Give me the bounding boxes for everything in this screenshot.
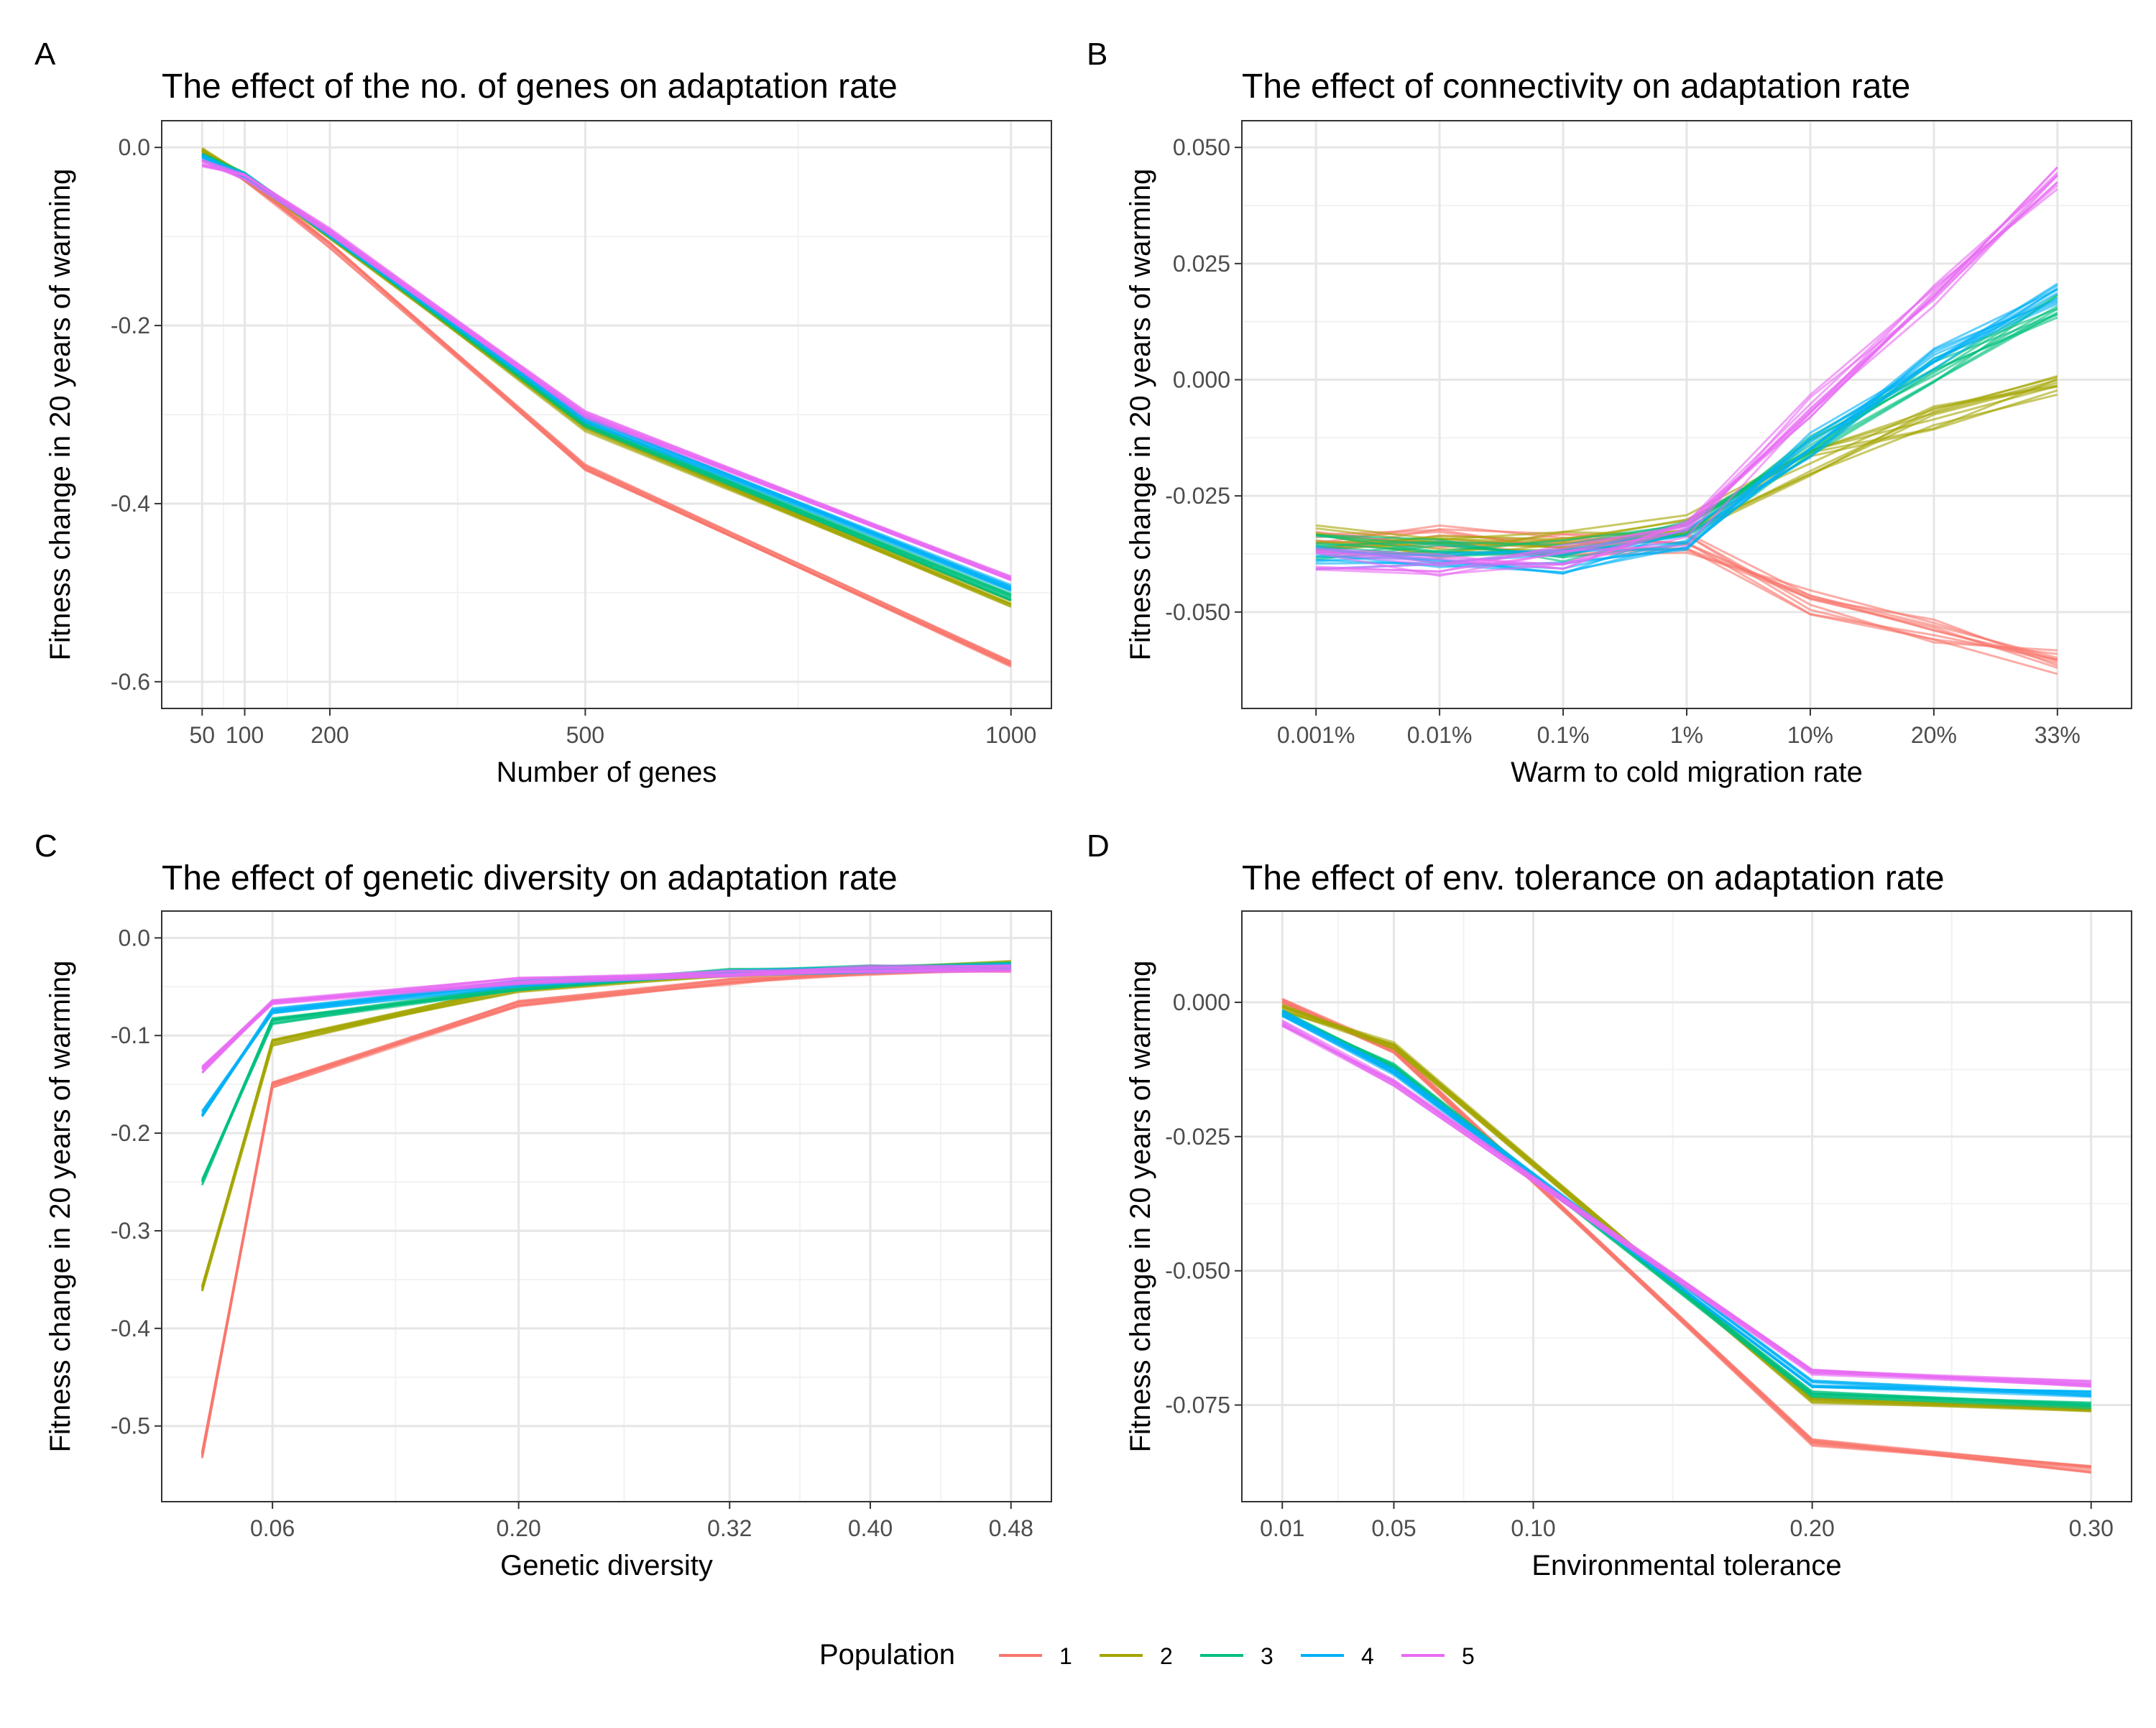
chart-title: The effect of the no. of genes on adapta… bbox=[162, 68, 898, 106]
x-tick-label: 0.10 bbox=[1511, 1515, 1555, 1541]
series-line-pop-5 bbox=[201, 160, 1012, 578]
y-tick-label: -0.2 bbox=[111, 1120, 150, 1146]
series-lines bbox=[201, 959, 1011, 1459]
x-axis-label: Number of genes bbox=[497, 757, 717, 788]
legend-item-2: 2 bbox=[1100, 1643, 1173, 1669]
y-tick-label: -0.050 bbox=[1165, 1258, 1230, 1284]
chart-title: The effect of connectivity on adaptation… bbox=[1242, 68, 1910, 106]
series-line-pop-5 bbox=[201, 964, 1011, 1068]
x-tick-label: 0.001% bbox=[1277, 722, 1355, 748]
x-tick-label: 0.01 bbox=[1260, 1515, 1304, 1541]
panel-A: A The effect of the no. of genes on adapt… bbox=[34, 37, 1052, 788]
y-tick-label: -0.025 bbox=[1165, 1124, 1230, 1150]
x-tick-label: 0.48 bbox=[989, 1515, 1033, 1541]
y-tick-label: 0.050 bbox=[1173, 134, 1230, 160]
x-tick-label: 0.30 bbox=[2069, 1515, 2114, 1541]
panel-border bbox=[161, 910, 1052, 1502]
panel-letter: B bbox=[1087, 37, 1107, 72]
x-tick-label: 0.05 bbox=[1371, 1515, 1416, 1541]
series-line-pop-5 bbox=[1316, 172, 2058, 570]
series-line-pop-5 bbox=[1316, 184, 2058, 570]
y-axis-label: Fitness change in 20 years of warming bbox=[1125, 961, 1156, 1453]
x-tick-label: 0.1% bbox=[1537, 722, 1590, 748]
x-tick-label: 10% bbox=[1787, 722, 1833, 748]
y-tick-label: -0.3 bbox=[111, 1218, 150, 1244]
y-tick-label: -0.5 bbox=[111, 1413, 150, 1439]
series-line-pop-5 bbox=[201, 164, 1012, 581]
panel-letter: C bbox=[34, 828, 57, 864]
y-tick-label: -0.6 bbox=[111, 669, 150, 695]
legend-label: 1 bbox=[1059, 1643, 1072, 1669]
x-tick-label: 100 bbox=[226, 722, 264, 748]
y-tick-label: -0.075 bbox=[1165, 1392, 1230, 1418]
series-line-pop-5 bbox=[1315, 181, 2058, 577]
y-axis-label: Fitness change in 20 years of warming bbox=[1125, 169, 1156, 661]
x-tick-label: 20% bbox=[1911, 722, 1957, 748]
y-tick-label: -0.4 bbox=[111, 1316, 150, 1341]
x-tick-label: 0.20 bbox=[1789, 1515, 1834, 1541]
legend-item-1: 1 bbox=[999, 1643, 1072, 1669]
x-axis-label: Warm to cold migration rate bbox=[1511, 757, 1863, 788]
series-line-pop-5 bbox=[1316, 173, 2058, 576]
y-tick-label: 0.0 bbox=[119, 925, 150, 951]
x-axis-label: Environmental tolerance bbox=[1531, 1550, 1841, 1581]
legend-item-3: 3 bbox=[1200, 1643, 1273, 1669]
x-tick-label: 50 bbox=[189, 722, 215, 748]
x-tick-label: 33% bbox=[2035, 722, 2081, 748]
y-axis-label: Fitness change in 20 years of warming bbox=[45, 961, 76, 1453]
legend-label: 4 bbox=[1361, 1643, 1374, 1669]
x-tick-label: 1% bbox=[1670, 722, 1703, 748]
x-tick-label: 0.01% bbox=[1407, 722, 1473, 748]
panel-border bbox=[1241, 910, 2132, 1502]
legend-item-4: 4 bbox=[1301, 1643, 1374, 1669]
x-tick-label: 200 bbox=[310, 722, 349, 748]
panel-letter: A bbox=[34, 37, 56, 72]
y-tick-label: 0.0 bbox=[119, 134, 150, 160]
chart-title: The effect of genetic diversity on adapt… bbox=[162, 859, 898, 897]
x-tick-label: 0.40 bbox=[848, 1515, 893, 1541]
y-tick-label: -0.025 bbox=[1165, 483, 1230, 509]
y-tick-label: 0.000 bbox=[1173, 367, 1230, 393]
legend-label: 5 bbox=[1462, 1643, 1475, 1669]
series-lines bbox=[1315, 166, 2058, 675]
legend: Population 1 2 3 4 5 bbox=[819, 1639, 1475, 1671]
panel-D: D The effect of env. tolerance on adaptat… bbox=[1087, 828, 2132, 1581]
y-axis-label: Fitness change in 20 years of warming bbox=[45, 169, 76, 661]
x-tick-label: 500 bbox=[566, 722, 604, 748]
panel-C: C The effect of genetic diversity on adap… bbox=[34, 828, 1052, 1581]
panel-border bbox=[1241, 120, 2132, 709]
legend-item-5: 5 bbox=[1401, 1643, 1475, 1669]
x-tick-label: 0.20 bbox=[497, 1515, 541, 1541]
y-tick-label: 0.025 bbox=[1173, 251, 1230, 277]
legend-label: 3 bbox=[1261, 1643, 1273, 1669]
y-tick-label: -0.050 bbox=[1165, 599, 1230, 625]
gridlines bbox=[162, 121, 1051, 708]
panel-border bbox=[161, 120, 1052, 709]
panel-letter: D bbox=[1087, 828, 1110, 864]
x-tick-label: 1000 bbox=[985, 722, 1036, 748]
series-lines bbox=[201, 147, 1012, 668]
chart-title: The effect of env. tolerance on adaptati… bbox=[1242, 859, 1945, 897]
plot-area bbox=[1242, 911, 2132, 1502]
series-line-pop-5 bbox=[1281, 1022, 2091, 1382]
panel-B: B The effect of connectivity on adaptatio… bbox=[1087, 37, 2132, 788]
legend-title: Population bbox=[819, 1639, 955, 1671]
series-lines bbox=[1281, 998, 2091, 1474]
y-tick-label: -0.4 bbox=[111, 491, 150, 517]
y-tick-label: -0.2 bbox=[111, 313, 150, 338]
y-tick-label: 0.000 bbox=[1173, 989, 1230, 1015]
gridlines bbox=[1242, 121, 2132, 708]
x-tick-label: 0.32 bbox=[707, 1515, 752, 1541]
series-line-pop-5 bbox=[1316, 166, 2058, 566]
x-tick-label: 0.06 bbox=[250, 1515, 295, 1541]
legend-label: 2 bbox=[1160, 1643, 1173, 1669]
x-axis-label: Genetic diversity bbox=[500, 1550, 713, 1581]
y-tick-label: -0.1 bbox=[111, 1022, 150, 1048]
